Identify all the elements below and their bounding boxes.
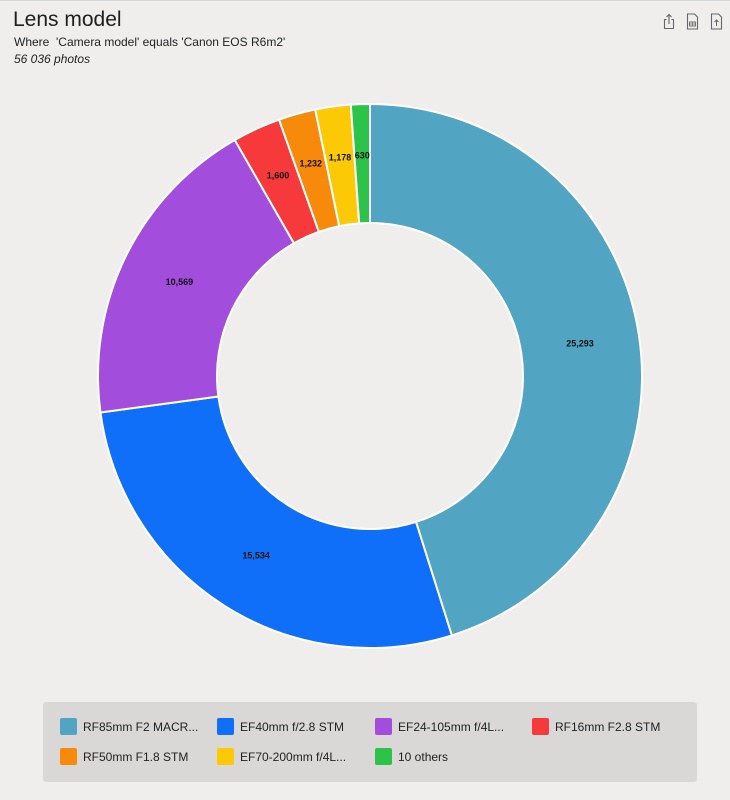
legend-swatch [217,718,234,735]
slice-value-label: 1,232 [300,159,323,169]
legend-item[interactable]: 10 others [375,748,448,765]
filter-description: Where 'Camera model' equals 'Canon EOS R… [14,35,286,49]
legend-label: EF24-105mm f/4L... [398,719,505,734]
csv-export-icon[interactable] [685,12,700,30]
legend-label: RF50mm F1.8 STM [83,749,189,764]
pdf-export-icon[interactable] [709,12,724,30]
legend-swatch [60,718,77,735]
slice-value-label: 15,534 [242,550,270,560]
donut-slice[interactable] [369,102,643,637]
donut-chart: 25,293 15,534 10,569 1,600 1,232 1,178 630 [97,102,643,649]
legend-label: EF70-200mm f/4L... [240,749,347,764]
slice-value-label: 630 [355,151,370,161]
toolbar [661,12,724,30]
legend-item[interactable]: RF16mm F2.8 STM [532,718,660,735]
legend-label: EF40mm f/2.8 STM [240,719,345,734]
slice-value-label: 25,293 [566,339,594,349]
legend-item[interactable]: RF50mm F1.8 STM [60,748,188,765]
legend-item[interactable]: EF24-105mm f/4L... [375,718,504,735]
legend-swatch [532,718,549,735]
share-icon[interactable] [661,12,676,30]
legend-swatch [60,748,77,765]
donut-slice[interactable] [97,138,296,414]
slice-value-label: 1,600 [267,171,290,181]
legend-label: RF85mm F2 MACR... [83,719,199,734]
legend-swatch [375,718,392,735]
chart-legend: RF85mm F2 MACR... EF40mm f/2.8 STM EF24-10… [43,702,697,782]
legend-item[interactable]: EF70-200mm f/4L... [217,748,346,765]
donut-slice[interactable] [349,102,371,225]
legend-label: RF16mm F2.8 STM [555,719,661,734]
slice-value-label: 10,569 [166,277,194,287]
donut-slice[interactable] [99,395,454,649]
legend-swatch [375,748,392,765]
photo-count: 56 036 photos [14,52,91,66]
top-divider [0,0,730,1]
legend-item[interactable]: RF85mm F2 MACR... [60,718,198,735]
legend-label: 10 others [398,749,449,764]
legend-item[interactable]: EF40mm f/2.8 STM [217,718,344,735]
legend-swatch [217,748,234,765]
slice-value-label: 1,178 [329,153,352,163]
chart-title: Lens model [13,8,122,31]
